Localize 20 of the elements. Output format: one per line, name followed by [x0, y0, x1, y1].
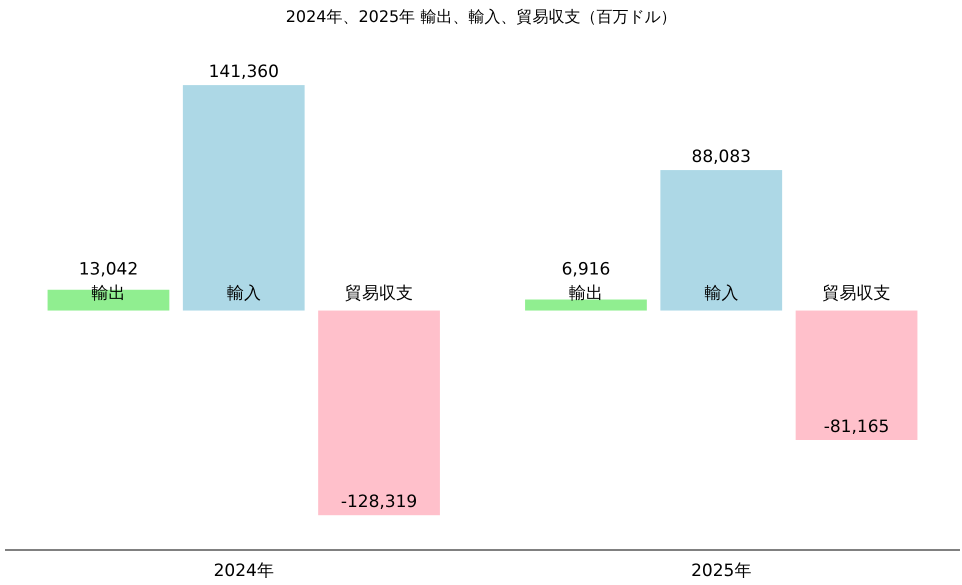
data-label: 88,083	[692, 147, 751, 168]
text: 輸出	[568, 284, 603, 304]
series-label: 輸入	[226, 284, 261, 304]
text: 貿易収支	[822, 284, 891, 304]
series-label: 貿易収支	[345, 284, 414, 304]
series-label: 輸出	[91, 284, 126, 304]
x-tick-label: 2024年	[214, 561, 274, 581]
bar	[796, 310, 918, 440]
data-label: 141,360	[208, 62, 279, 82]
chart-title: 2024年、2025年 輸出、輸入、貿易収支（百万ドル）	[286, 7, 676, 26]
bar	[525, 300, 647, 311]
data-label: -81,165	[824, 417, 890, 437]
x-tick-label: 2025年	[691, 561, 752, 581]
data-label: -128,319	[340, 492, 418, 512]
bar	[660, 170, 782, 311]
text: 輸入	[704, 284, 738, 304]
data-label: 6,916	[562, 260, 610, 280]
bar	[182, 85, 305, 311]
data-label: 13,042	[78, 260, 138, 280]
bar	[318, 310, 440, 516]
